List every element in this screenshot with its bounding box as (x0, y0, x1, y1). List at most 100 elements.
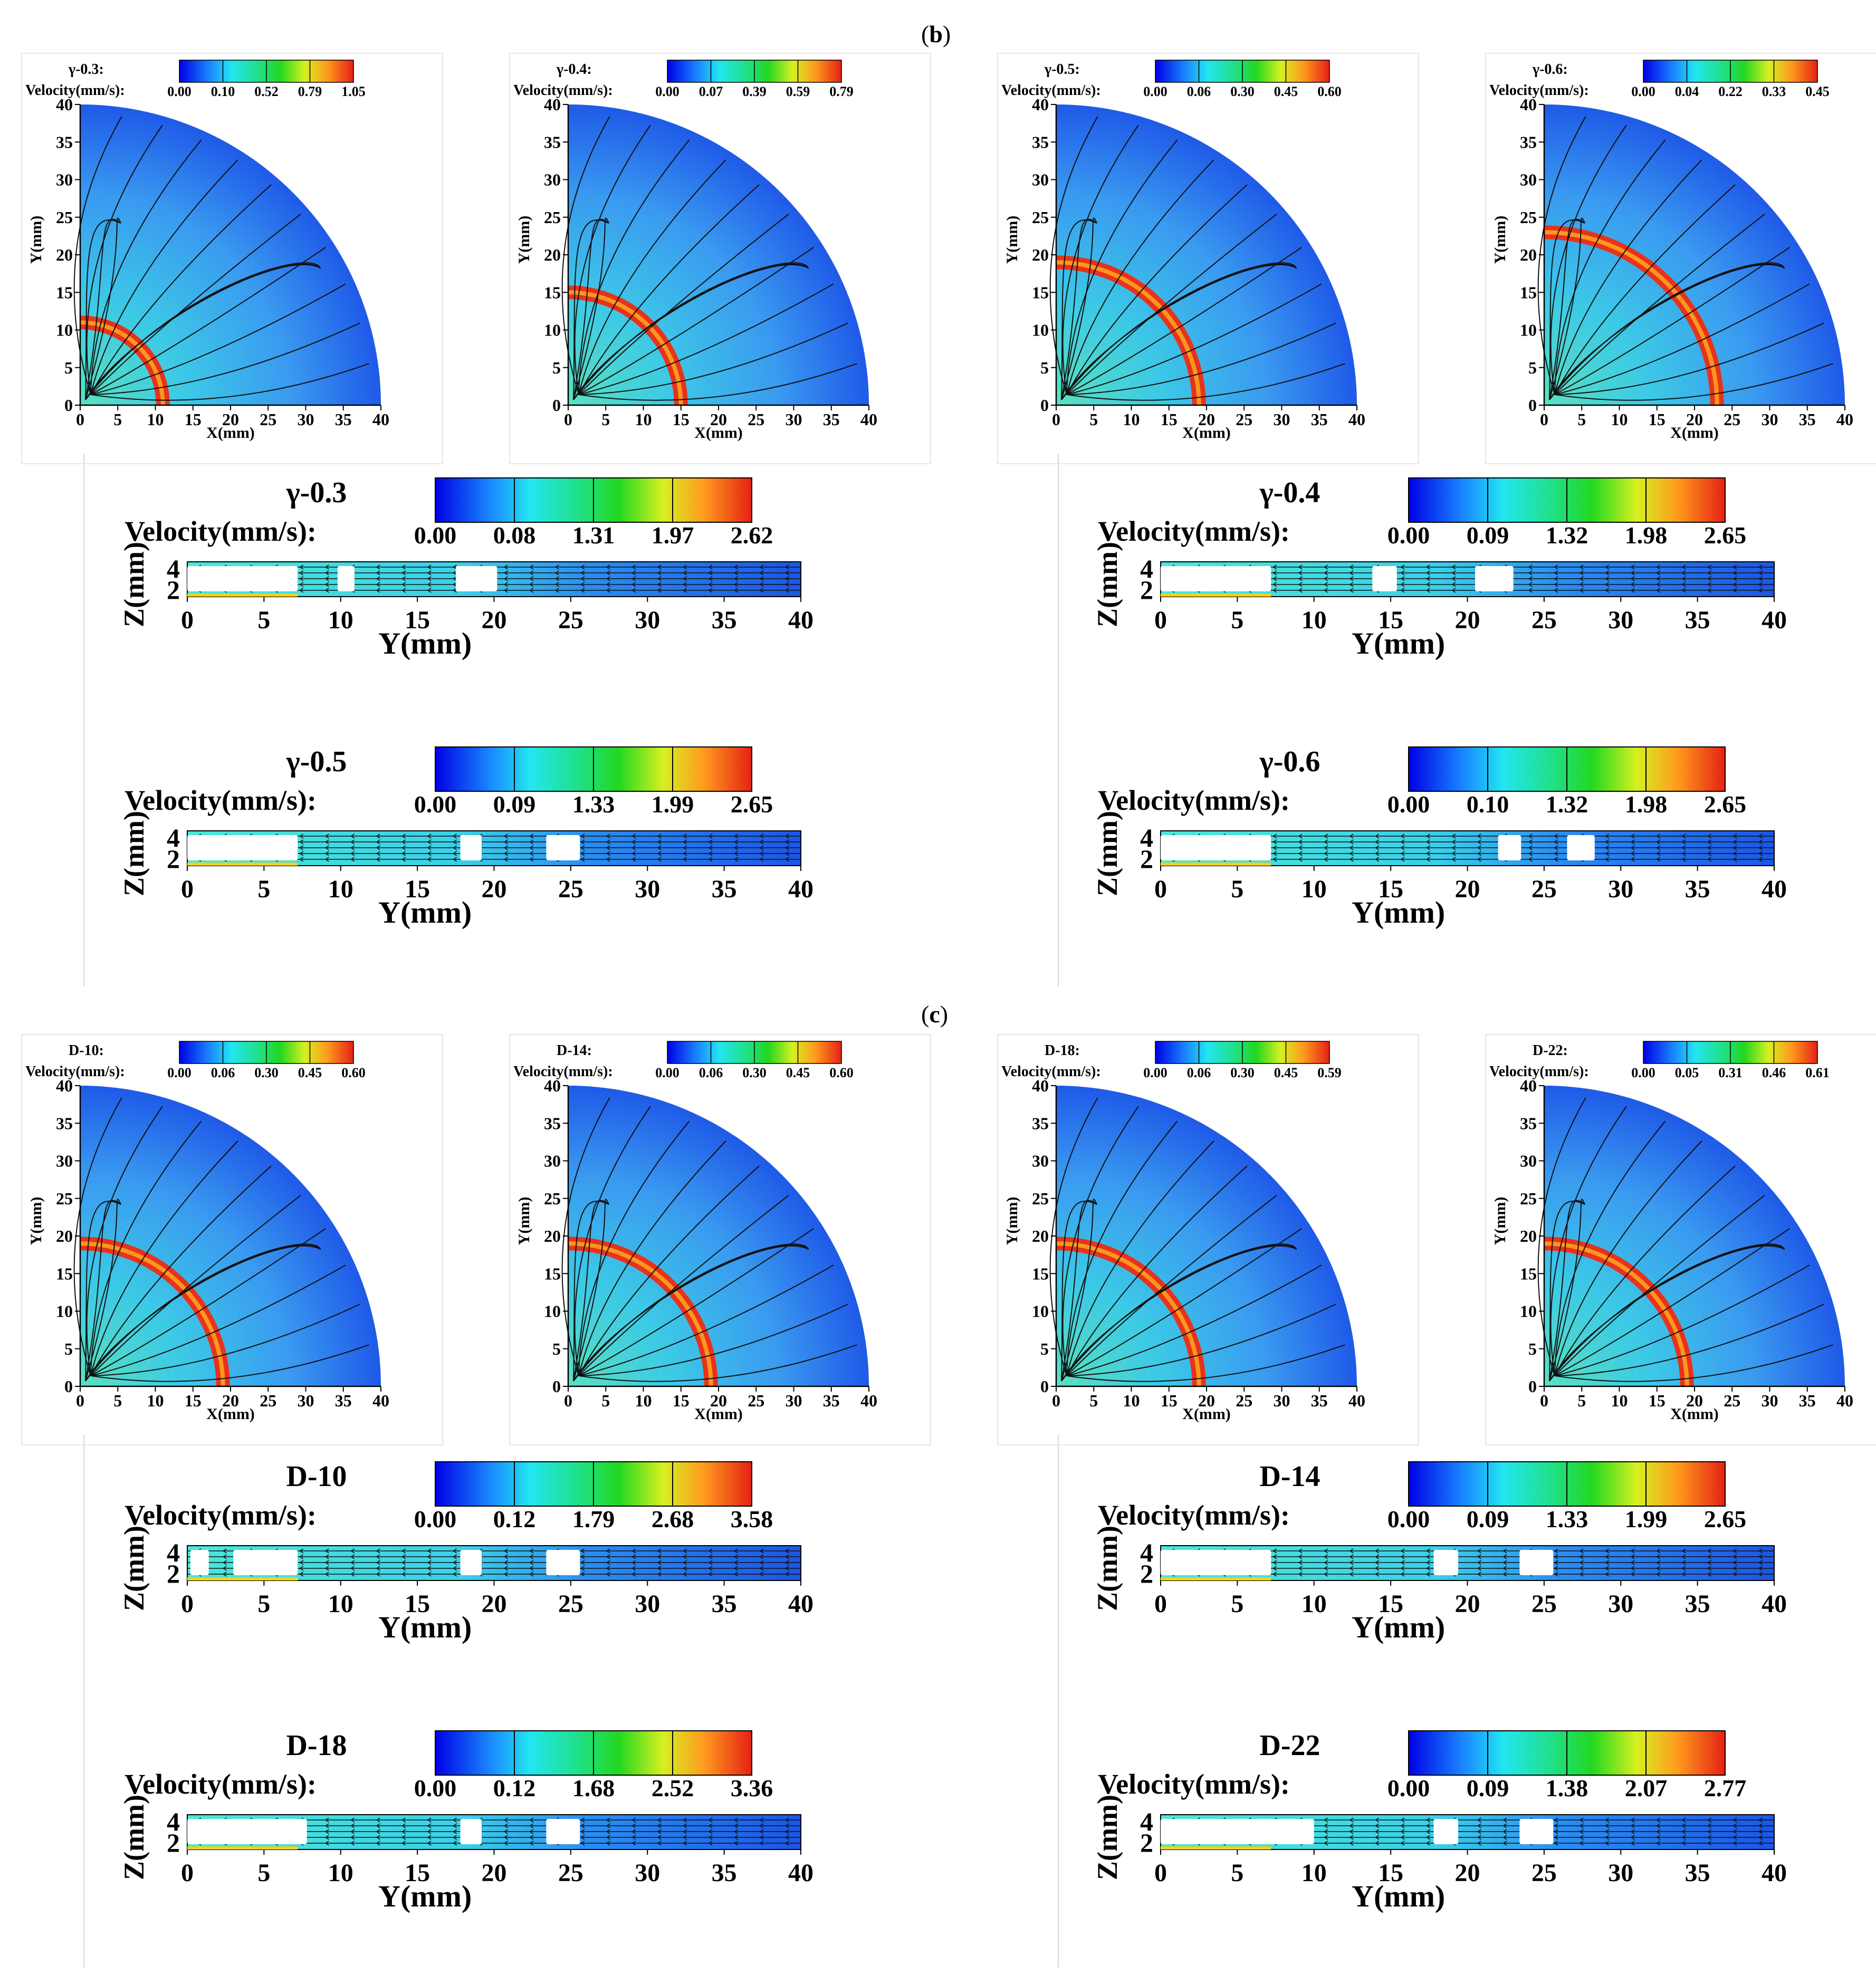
colorbar-tick: 0.61 (1805, 1065, 1830, 1080)
y-tick-label: 15 (544, 283, 561, 302)
streamline-arrow (299, 1548, 304, 1554)
z-axis-label: Z(mm) (1095, 1526, 1123, 1611)
y-tick-label: 15 (1520, 1264, 1537, 1283)
panel-title: γ-0.5 (286, 745, 347, 778)
x-tick-label: 20 (1455, 1590, 1480, 1618)
x-tick-label: 10 (635, 1391, 652, 1410)
streamline-arrow (504, 1835, 508, 1840)
streamline-arrow (1426, 839, 1431, 845)
streamline-arrow (1477, 1554, 1481, 1559)
streamline-arrow (1630, 1554, 1635, 1559)
y-tick-label: 40 (544, 1076, 561, 1095)
side-panel: D-14 Velocity(mm/s): 0.00 0.09 1.33 1.99 2.65 4… (1092, 1448, 1791, 1670)
streamline-arrow (1554, 1548, 1558, 1554)
streamline-arrow (606, 576, 610, 581)
streamline-arrow (1272, 833, 1277, 839)
streamline-arrow (759, 1566, 764, 1571)
streamline-arrow (504, 1566, 508, 1571)
bottom-velocity-band (187, 1577, 298, 1580)
streamline-arrow (631, 1548, 636, 1554)
y-tick-label: 5 (552, 358, 561, 377)
streamline-arrow (1605, 845, 1610, 850)
streamline-arrow (529, 1817, 534, 1823)
streamline-arrow (1579, 576, 1584, 581)
streamline-arrow (1630, 833, 1635, 839)
streamline-arrow (1349, 1566, 1354, 1571)
streamline-arrow (683, 582, 687, 587)
colorbar-label: Velocity(mm/s): (125, 784, 317, 816)
streamline-arrow (606, 857, 610, 862)
streamline-arrow (1579, 588, 1584, 593)
streamline-arrow (631, 1560, 636, 1565)
streamline-arrow (1426, 833, 1431, 839)
streamline (1554, 247, 1790, 395)
panel-frame (997, 1034, 1419, 1445)
streamline-arrow (376, 1571, 380, 1577)
streamline-arrow (554, 576, 559, 581)
streamline (1554, 1228, 1790, 1376)
streamline-arrow (1349, 1554, 1354, 1559)
x-tick-label: 30 (298, 1391, 314, 1410)
streamline-arrow (1554, 564, 1558, 570)
streamline-arrow (683, 1835, 687, 1840)
streamline-arrow (1426, 1817, 1431, 1823)
streamline-arrow (631, 1829, 636, 1834)
streamline-arrow (1656, 588, 1661, 593)
streamline-arrow (1681, 1560, 1686, 1565)
streamline-arrow (580, 576, 585, 581)
x-tick-label: 30 (1274, 410, 1290, 429)
streamline (1554, 1141, 1702, 1376)
streamline-loop (1549, 1199, 1585, 1382)
colorbar-tick: 1.05 (341, 84, 366, 99)
streamline-arrow (1758, 588, 1763, 593)
streamline-arrow (453, 845, 457, 850)
streamline-arrow (1605, 1548, 1610, 1554)
streamline-arrow (1758, 582, 1763, 587)
streamline (90, 1228, 326, 1376)
streamline-arrow (1324, 1841, 1328, 1846)
streamline-arrow (1528, 851, 1533, 856)
streamline-arrow (1758, 857, 1763, 862)
streamline-arrow (1707, 839, 1712, 845)
z-tick-label: 4 (1140, 1538, 1153, 1567)
streamline-arrow (1656, 851, 1661, 856)
x-tick-label: 35 (335, 410, 352, 429)
streamline-arrow (1733, 1571, 1737, 1577)
streamline-arrow (1324, 1571, 1328, 1577)
streamline-arrow (1681, 1835, 1686, 1840)
x-tick-label: 10 (1611, 410, 1628, 429)
y-tick-label: 0 (1040, 396, 1049, 415)
streamline-arrow (708, 582, 713, 587)
y-tick-label: 25 (544, 1189, 561, 1208)
streamline-arrow (1451, 839, 1456, 845)
streamline-arrow (580, 570, 585, 576)
y-tick-label: 20 (1032, 245, 1049, 264)
streamline-arrow (1733, 1560, 1737, 1565)
streamline-arrow (350, 857, 355, 862)
x-tick-label: 35 (823, 1391, 840, 1410)
y-axis-label: Y(mm) (1003, 1197, 1021, 1245)
colorbar-tick: 0.00 (414, 1506, 457, 1532)
y-tick-label: 0 (1040, 1377, 1049, 1396)
x-tick-label: 40 (1762, 1859, 1787, 1887)
streamline-arrow (223, 1560, 227, 1565)
y-tick-label: 5 (1528, 1339, 1537, 1358)
streamline-arrow (350, 1841, 355, 1846)
colorbar-tick: 0.10 (1467, 791, 1509, 818)
panel-title: D-18 (286, 1729, 347, 1762)
x-tick-label: 15 (1378, 606, 1403, 634)
y-tick-label: 20 (544, 245, 561, 264)
streamline-arrow (1375, 1548, 1380, 1554)
streamline-arrow (504, 1841, 508, 1846)
streamline-arrow (1298, 564, 1303, 570)
streamline-arrow (1656, 570, 1661, 576)
x-tick-label: 40 (372, 410, 389, 429)
colorbar-tick: 1.97 (652, 522, 694, 549)
streamline-arrow (759, 851, 764, 856)
streamline-arrow (708, 576, 713, 581)
x-tick-label: 30 (635, 1859, 660, 1887)
streamline-arrow (1733, 588, 1737, 593)
x-tick-label: 0 (76, 1391, 84, 1410)
streamline-arrow (529, 1548, 534, 1554)
streamline-arrow (657, 1841, 662, 1846)
